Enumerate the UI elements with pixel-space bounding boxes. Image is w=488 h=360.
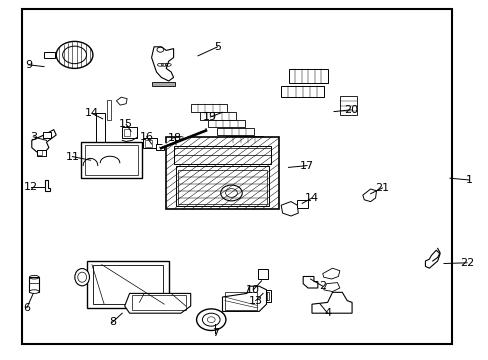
Bar	[265, 292, 269, 300]
Bar	[81, 142, 142, 178]
Polygon shape	[322, 268, 339, 279]
Text: 2: 2	[319, 281, 325, 291]
Bar	[256, 292, 260, 300]
Bar	[173, 146, 271, 164]
Bar	[217, 128, 253, 135]
Text: 6: 6	[23, 303, 30, 313]
Bar	[151, 82, 175, 86]
Polygon shape	[116, 97, 127, 105]
Text: 17: 17	[300, 161, 313, 171]
Bar	[339, 96, 357, 115]
Polygon shape	[32, 130, 56, 153]
Ellipse shape	[29, 290, 39, 293]
Bar	[43, 132, 51, 138]
Polygon shape	[151, 47, 173, 81]
Text: 7: 7	[211, 328, 218, 338]
Bar	[166, 137, 278, 209]
Text: 18: 18	[168, 132, 182, 143]
Circle shape	[220, 185, 242, 201]
Polygon shape	[222, 286, 266, 311]
Polygon shape	[323, 283, 339, 292]
Bar	[176, 166, 268, 206]
Polygon shape	[281, 202, 298, 216]
Bar	[94, 158, 105, 166]
Ellipse shape	[75, 269, 89, 286]
Bar	[29, 277, 39, 292]
Text: 14: 14	[85, 108, 99, 118]
Text: 12: 12	[24, 182, 38, 192]
Text: 16: 16	[140, 132, 153, 142]
Bar	[208, 120, 244, 127]
Bar	[106, 100, 111, 120]
Bar	[255, 290, 270, 302]
Polygon shape	[124, 293, 190, 313]
Text: 10: 10	[246, 285, 260, 295]
Polygon shape	[303, 276, 317, 288]
Bar	[22, 9, 451, 344]
Bar	[122, 127, 137, 138]
Bar	[96, 113, 104, 160]
Text: 4: 4	[324, 308, 330, 318]
Bar	[142, 138, 157, 148]
Bar	[190, 104, 227, 112]
Bar	[199, 112, 236, 120]
Polygon shape	[45, 180, 50, 191]
Bar	[225, 136, 262, 143]
Ellipse shape	[56, 41, 93, 68]
Bar	[37, 150, 41, 155]
Bar	[144, 140, 152, 147]
Bar	[44, 52, 55, 58]
Polygon shape	[311, 292, 351, 313]
Text: 21: 21	[375, 183, 388, 193]
Text: 19: 19	[203, 112, 217, 122]
Text: 5: 5	[214, 42, 221, 52]
Bar	[87, 261, 169, 308]
Text: 22: 22	[459, 258, 473, 268]
Bar	[84, 145, 138, 175]
Bar	[155, 144, 164, 150]
Text: 15: 15	[119, 119, 133, 129]
Bar	[258, 269, 267, 279]
Text: 9: 9	[25, 60, 32, 70]
Bar	[297, 200, 307, 208]
Bar	[132, 295, 185, 310]
Bar	[37, 150, 46, 156]
Text: 14: 14	[305, 193, 318, 203]
Text: 1: 1	[465, 175, 472, 185]
Bar	[93, 265, 163, 304]
Text: 20: 20	[344, 105, 357, 115]
Bar	[124, 129, 130, 136]
Polygon shape	[425, 250, 439, 268]
Polygon shape	[362, 189, 376, 202]
Text: 3: 3	[30, 132, 37, 142]
Bar	[259, 292, 263, 300]
Bar	[178, 170, 266, 204]
Ellipse shape	[62, 46, 86, 64]
Text: 11: 11	[65, 152, 79, 162]
Text: 13: 13	[248, 296, 262, 306]
Bar	[281, 86, 324, 97]
Text: 8: 8	[109, 317, 116, 327]
Bar	[224, 292, 256, 310]
Bar	[288, 69, 327, 83]
Bar	[262, 292, 266, 300]
Circle shape	[196, 309, 225, 330]
